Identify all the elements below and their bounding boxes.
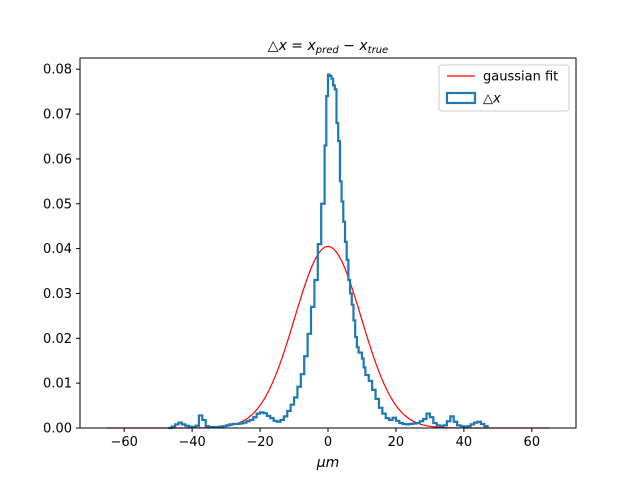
y-tick-label: 0.05 [43,197,72,212]
legend-label: △x [483,92,501,107]
x-axis-ticks: −60 −40 −20 0 20 40 60 [110,428,540,450]
legend-swatch-delta-x [445,91,477,105]
x-tick-label: 0 [324,435,332,450]
y-tick-label: 0.06 [43,152,72,167]
y-axis-ticks: 0.00 0.01 0.02 0.03 0.04 0.05 0.06 0.07 0.08 [43,63,80,437]
x-tick-label: 60 [524,435,541,450]
x-tick-label: −20 [246,435,273,450]
y-tick-label: 0.02 [43,332,72,347]
delta-x-histogram-step [168,73,489,430]
legend-label: gaussian fit [483,70,558,85]
x-axis-label: μm [316,455,340,471]
y-tick-label: 0.04 [43,242,72,257]
x-tick-label: −40 [178,435,205,450]
y-tick-label: 0.07 [43,108,72,123]
y-tick-label: 0.03 [43,287,72,302]
y-tick-label: 0.01 [43,377,72,392]
axes-frame [79,57,577,429]
x-tick-label: 20 [388,435,405,450]
legend: gaussian fit △x [438,64,570,112]
y-tick-label: 0.08 [43,63,72,78]
y-tick-label: 0.00 [43,422,72,437]
chart-title: △x = xpred − xtrue [268,38,388,56]
x-tick-label: 40 [456,435,473,450]
x-tick-label: −60 [110,435,137,450]
